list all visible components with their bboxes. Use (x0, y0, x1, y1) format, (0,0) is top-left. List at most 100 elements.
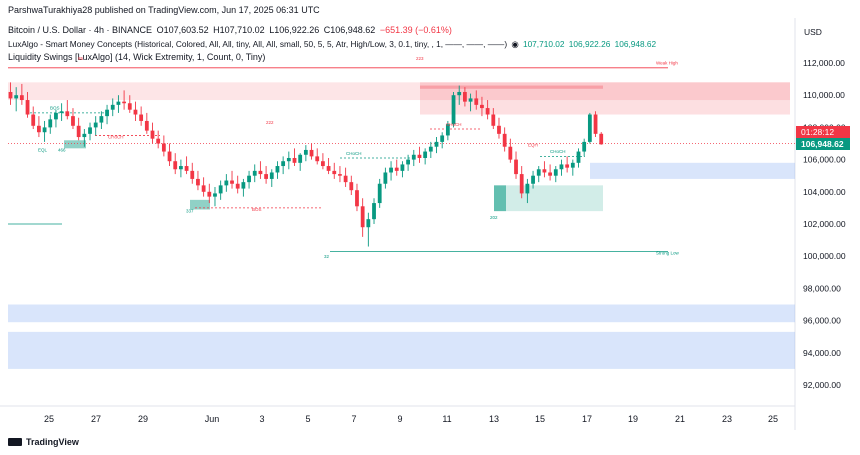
eye-off-icon[interactable]: ◉ (511, 39, 519, 49)
candle-body (37, 125, 41, 133)
candle-body (133, 109, 138, 115)
annotation-label: BOS (252, 207, 262, 212)
ohlc-high: H107,710.02 (213, 25, 265, 35)
candle-body (372, 203, 376, 220)
time-tick-label: 13 (489, 414, 499, 424)
currency-label: USD (804, 27, 822, 37)
liquidity-zone-green (494, 185, 506, 212)
candle-body (360, 206, 365, 228)
indicator-liquidity-title[interactable]: Liquidity Swings [LuxAlgo] (14, Wick Ext… (8, 52, 266, 62)
time-tick-label: 19 (628, 414, 638, 424)
candle-body (167, 151, 172, 162)
candle-body (434, 141, 439, 147)
annotation-label: CHoCH (550, 149, 566, 154)
time-tick-label: 23 (722, 414, 732, 424)
symbol-title[interactable]: Bitcoin / U.S. Dollar · 4h · BINANCE (8, 25, 153, 35)
candle-body (173, 161, 178, 170)
candle-body (570, 162, 575, 168)
candle-body (82, 133, 87, 138)
candle-body (531, 175, 535, 184)
candle-body (338, 174, 342, 176)
candle-body (468, 98, 473, 102)
candle-body (264, 174, 268, 179)
candle-body (309, 149, 314, 157)
candle-body (553, 169, 558, 176)
candle-body (383, 172, 388, 184)
last-price-label: 106,948.62 (801, 139, 844, 149)
candle-body (269, 172, 274, 179)
liquidity-zone-left (64, 140, 86, 149)
candle-body (474, 98, 479, 105)
candle-body (201, 185, 206, 192)
candle-body (48, 119, 53, 128)
time-tick-label: 29 (138, 414, 148, 424)
publisher-text: ParshwaTurakhiya28 published on TradingV… (8, 5, 320, 15)
price-tick-label: 96,000.00 (803, 316, 841, 326)
candle-body (519, 174, 524, 194)
candle-body (514, 159, 518, 175)
candle-body (14, 95, 19, 99)
annotation-label: CHoCH (108, 135, 124, 140)
lines-layer (8, 67, 795, 252)
candle-body (406, 159, 410, 165)
ohlc-low: L106,922.26 (269, 25, 320, 35)
annotation-label: EQH (528, 143, 538, 148)
annotation-label: 466 (58, 148, 66, 153)
time-tick-label: 7 (351, 414, 356, 424)
countdown-badge (796, 126, 850, 138)
time-tick-label: 25 (44, 414, 54, 424)
candle-body (65, 111, 70, 117)
candle-body (99, 116, 104, 123)
candle-body (110, 104, 115, 110)
candle-body (139, 114, 144, 121)
demand-zone-green (494, 185, 603, 212)
candle-body (587, 114, 592, 142)
price-axis[interactable]: 112,000.00110,000.00108,000.00106,000.00… (803, 58, 846, 390)
candle-body (502, 133, 507, 147)
candle-body (565, 164, 570, 168)
candle-body (593, 114, 598, 134)
candle-body (93, 122, 98, 128)
candle-body (54, 112, 58, 120)
indicator-smc-value-1: 107,710.02 (522, 39, 565, 49)
demand-zone-blue-3 (8, 331, 795, 369)
candle-body (559, 164, 564, 170)
candle-body (275, 166, 280, 173)
logo-text: TradingView (26, 437, 79, 447)
candle-body (179, 166, 183, 170)
countdown-label: 01:28:12 (801, 127, 834, 137)
zones-layer (8, 82, 795, 369)
tradingview-logo-icon (8, 438, 22, 446)
time-tick-label: 15 (535, 414, 545, 424)
candle-body (548, 172, 552, 176)
candle-body (241, 182, 246, 189)
candle-body (71, 116, 75, 126)
candle-body (196, 178, 200, 186)
candle-body (161, 143, 166, 152)
indicator-smc-title[interactable]: LuxAlgo - Smart Money Concepts (Historic… (8, 39, 508, 49)
price-tick-label: 102,000.00 (803, 219, 846, 229)
price-tick-label: 110,000.00 (803, 90, 845, 100)
candle-body (213, 193, 217, 197)
annotations-layer: Weak High Strong Low BOS BOS CHoCH CHoCH CHoCH… (38, 56, 680, 259)
candle-body (127, 103, 132, 110)
candle-body (343, 175, 348, 183)
candle-body (582, 141, 587, 152)
candle-body (576, 151, 581, 163)
price-tick-label: 100,000.00 (803, 251, 846, 261)
candle-body (508, 146, 513, 160)
price-tick-label: 94,000.00 (803, 348, 841, 358)
tradingview-logo[interactable]: TradingView (8, 437, 79, 447)
annotation-label: CHoCH (446, 122, 462, 127)
candle-body (286, 157, 291, 162)
supply-zone-upper (8, 82, 790, 101)
candle-body (491, 114, 496, 126)
time-axis[interactable]: 25 27 29 Jun 3 5 7 9 11 13 15 17 19 21 23 25 (44, 414, 778, 424)
annotation-label: Weak High (656, 61, 678, 66)
candle-body (332, 170, 337, 175)
candle-body (218, 185, 223, 194)
candle-body (445, 124, 450, 136)
candle-body (247, 175, 251, 183)
candle-body (417, 154, 422, 158)
